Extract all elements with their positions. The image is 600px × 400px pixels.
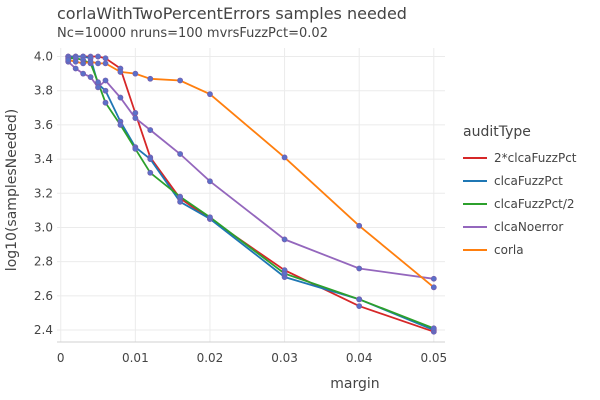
data-point xyxy=(147,156,154,163)
legend-label: corla xyxy=(494,242,524,257)
data-point xyxy=(87,74,94,80)
chart-title-block: corlaWithTwoPercentErrors samples needed… xyxy=(57,4,407,44)
data-point xyxy=(356,265,363,272)
data-point xyxy=(102,99,109,106)
legend-label: clcaNoerror xyxy=(494,219,564,234)
data-point xyxy=(80,70,87,77)
data-point xyxy=(356,222,363,229)
data-point xyxy=(132,115,139,121)
y-tick-label: 2.4 xyxy=(34,323,53,337)
legend-swatch xyxy=(463,202,487,205)
legend-swatch xyxy=(463,248,487,251)
data-point xyxy=(207,214,213,221)
legend-label: 2*clcaFuzzPct xyxy=(494,150,577,165)
x-tick-label: 0.03 xyxy=(271,351,298,365)
chart-title: corlaWithTwoPercentErrors samples needed xyxy=(57,4,407,23)
data-point xyxy=(177,77,184,84)
legend-label: clcaFuzzPct xyxy=(494,173,563,188)
y-tick-label: 3.2 xyxy=(34,186,53,200)
x-tick-label: 0.05 xyxy=(420,351,447,365)
data-point xyxy=(281,236,288,243)
x-tick-label: 0.04 xyxy=(346,351,373,365)
data-point xyxy=(430,284,437,291)
y-axis-label: log10(samplesNeeded) xyxy=(4,108,20,272)
data-point xyxy=(102,87,109,94)
data-point xyxy=(65,57,72,63)
legend-label: clcaFuzzPct/2 xyxy=(494,196,575,211)
data-point xyxy=(72,58,79,65)
data-point xyxy=(95,84,101,91)
data-point xyxy=(132,110,139,116)
x-tick-label: 0 xyxy=(57,351,65,365)
data-point xyxy=(132,145,139,152)
legend-items: 2*clcaFuzzPct clcaFuzzPct clcaFuzzPct/2 clc… xyxy=(463,146,577,261)
data-point xyxy=(147,127,154,133)
data-point xyxy=(177,193,184,200)
data-point xyxy=(117,69,124,75)
data-point xyxy=(281,270,288,277)
data-point xyxy=(356,296,363,303)
data-point xyxy=(132,70,139,77)
y-tick-label: 2.8 xyxy=(34,255,53,269)
data-point xyxy=(87,58,94,65)
chart-subtitle: Nc=10000 nruns=100 mvrsFuzzPct=0.02 xyxy=(57,26,328,41)
legend: auditType 2*clcaFuzzPct clcaFuzzPct clcaFu… xyxy=(463,124,577,261)
data-point xyxy=(95,79,101,86)
data-point xyxy=(430,325,437,332)
legend-item[interactable]: corla xyxy=(463,238,577,261)
data-point xyxy=(207,91,213,98)
data-point xyxy=(430,275,437,282)
legend-title: auditType xyxy=(463,124,531,140)
data-point xyxy=(95,60,101,67)
data-point xyxy=(80,60,87,67)
data-point xyxy=(102,55,109,62)
legend-item[interactable]: 2*clcaFuzzPct xyxy=(463,146,577,169)
y-tick-label: 4.0 xyxy=(34,50,53,64)
data-point xyxy=(102,60,109,67)
data-point xyxy=(95,53,101,60)
y-tick-label: 3.0 xyxy=(34,220,53,234)
data-point xyxy=(147,75,154,82)
data-point xyxy=(102,77,109,84)
data-point xyxy=(117,94,124,101)
data-point xyxy=(281,154,288,161)
y-tick-label: 2.6 xyxy=(34,289,53,303)
data-point xyxy=(147,169,154,176)
series-line-corla xyxy=(68,59,435,288)
data-point xyxy=(177,151,184,157)
legend-item[interactable]: clcaNoerror xyxy=(463,215,577,238)
legend-swatch xyxy=(463,156,487,159)
y-tick-label: 3.6 xyxy=(34,118,53,132)
y-tick-label: 3.4 xyxy=(34,152,53,166)
legend-swatch xyxy=(463,225,487,228)
data-point xyxy=(177,198,184,205)
x-tick-label: 0.01 xyxy=(122,351,149,365)
data-point xyxy=(207,178,213,185)
y-tick-label: 3.8 xyxy=(34,84,53,98)
x-axis-label: margin xyxy=(330,376,380,392)
legend-item[interactable]: clcaFuzzPct/2 xyxy=(463,192,577,215)
legend-item[interactable]: clcaFuzzPct xyxy=(463,169,577,192)
legend-swatch xyxy=(463,179,487,182)
data-point xyxy=(356,303,363,310)
data-point xyxy=(72,65,79,72)
data-point xyxy=(117,122,124,128)
x-tick-label: 0.02 xyxy=(197,351,224,365)
